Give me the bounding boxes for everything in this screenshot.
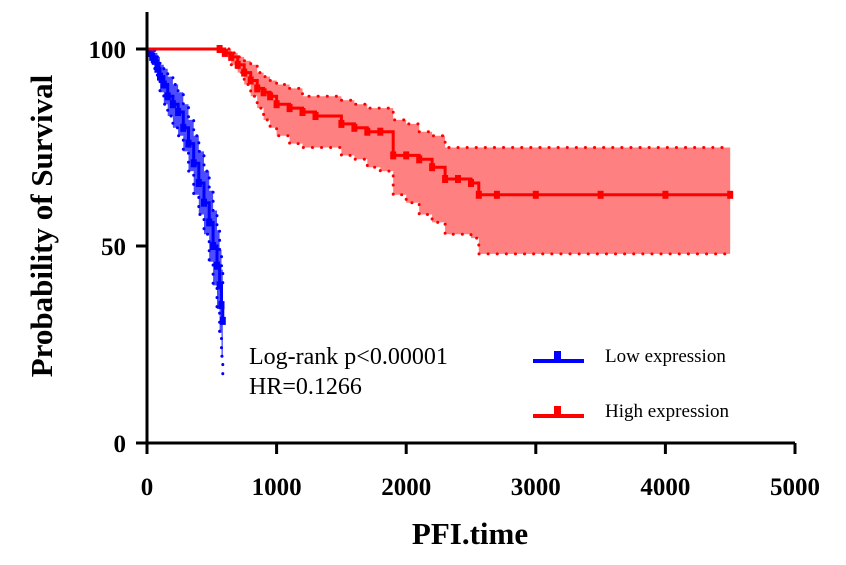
confidence-band-low [147, 49, 223, 380]
censor-mark-low [218, 301, 225, 310]
censor-mark-high [390, 151, 397, 160]
censor-mark-high [493, 190, 500, 199]
ci-upper-high [145, 47, 732, 149]
censor-mark-high [455, 175, 461, 183]
y-tick-label: 50 [101, 234, 126, 261]
x-tick-label: 0 [141, 474, 154, 501]
censor-mark-high [351, 123, 358, 132]
censor-mark-low [169, 100, 176, 109]
x-tick-label: 3000 [511, 474, 561, 501]
censor-mark-high [727, 190, 734, 199]
censor-mark-high [338, 119, 345, 128]
censor-mark-high [475, 190, 482, 199]
y-tick-label: 0 [114, 431, 127, 458]
censor-mark-low [151, 56, 158, 65]
censor-mark-high [312, 112, 319, 120]
censor-mark-low [219, 316, 226, 325]
censor-mark-high [364, 127, 371, 136]
ci-lower-high [145, 47, 732, 256]
confidence-band-high [147, 49, 731, 254]
censor-mark-low [214, 261, 220, 270]
survival-curve-low [147, 47, 225, 321]
x-tick-label: 4000 [640, 474, 690, 501]
legend-marker-low [554, 351, 561, 361]
censor-mark-low [190, 159, 197, 168]
x-axis-title: PFI.time [412, 516, 528, 551]
censor-mark-high [532, 190, 539, 199]
censor-mark-high [299, 108, 306, 116]
legend-item-low: Low expression [533, 346, 726, 367]
legend: Low expression High expression [533, 346, 730, 422]
log-rank-annotation: Log-rank p<0.00001 [249, 344, 448, 370]
censor-mark-high [403, 151, 410, 160]
confidence-bands [147, 49, 731, 380]
confidence-bounds [145, 47, 732, 382]
censor-mark-high [429, 163, 436, 172]
ci-upper-low [145, 47, 225, 287]
censor-mark-high [377, 127, 384, 136]
hazard-ratio-annotation: HR=0.1266 [249, 374, 362, 400]
censor-mark-high [442, 175, 449, 183]
x-tick-label: 2000 [381, 474, 431, 501]
censor-mark-high [260, 88, 267, 97]
censor-mark-low [185, 139, 192, 148]
censor-mark-low [201, 198, 207, 207]
x-tick-label: 5000 [770, 474, 820, 501]
censor-mark-high [267, 92, 274, 101]
x-tick-label: 1000 [252, 474, 302, 501]
censor-mark-high [247, 76, 254, 85]
censor-mark-high [228, 52, 235, 61]
censor-mark-high [216, 45, 223, 53]
legend-label-high: High expression [605, 401, 730, 422]
legend-marker-high [554, 406, 561, 416]
censor-mark-low [216, 281, 223, 290]
censor-mark-low [154, 64, 161, 73]
censor-mark-low [206, 218, 213, 227]
censor-mark-high [241, 68, 248, 77]
censor-mark-high [234, 60, 241, 69]
y-tick-label: 100 [89, 37, 127, 64]
censor-mark-high [286, 104, 293, 113]
legend-item-high: High expression [533, 401, 730, 422]
censor-mark-low [195, 179, 202, 187]
censor-mark-high [597, 190, 604, 199]
censor-mark-low [164, 92, 171, 101]
legend-label-low: Low expression [605, 346, 726, 367]
y-axis-title: Probability of Survival [24, 74, 59, 377]
censor-mark-low [160, 80, 167, 89]
tick-labels: 0 1000 2000 3000 4000 5000 0 50 100 [89, 37, 821, 501]
censor-mark-high [662, 190, 669, 199]
censor-mark-low [157, 72, 163, 81]
axes [136, 12, 797, 454]
censor-mark-high [273, 100, 280, 109]
censor-mark-low [180, 123, 187, 132]
censor-mark-high [221, 48, 228, 57]
survival-curves [146, 45, 734, 325]
censor-mark-low [210, 242, 217, 250]
censor-mark-low [175, 108, 182, 116]
censor-mark-high [468, 179, 474, 187]
censor-mark-high [254, 84, 261, 93]
censor-mark-high [416, 155, 423, 164]
